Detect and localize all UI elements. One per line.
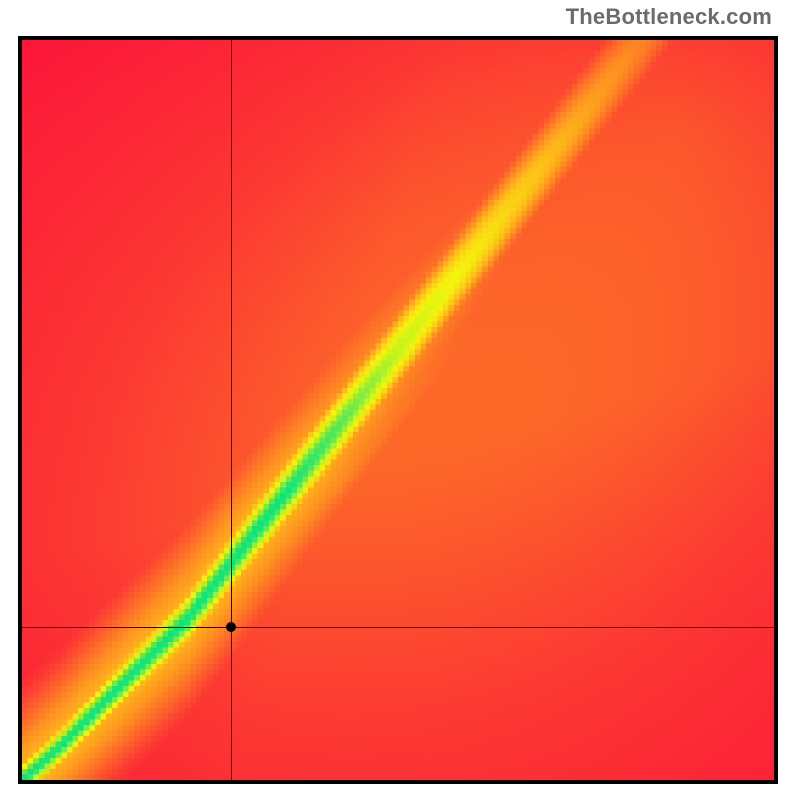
heatmap-canvas (22, 40, 774, 780)
crosshair-vertical (231, 40, 232, 780)
watermark-text: TheBottleneck.com (566, 4, 772, 30)
crosshair-horizontal (22, 627, 774, 628)
figure-wrapper: TheBottleneck.com (0, 0, 800, 800)
bottleneck-heatmap (18, 36, 778, 784)
marker-dot (226, 622, 236, 632)
